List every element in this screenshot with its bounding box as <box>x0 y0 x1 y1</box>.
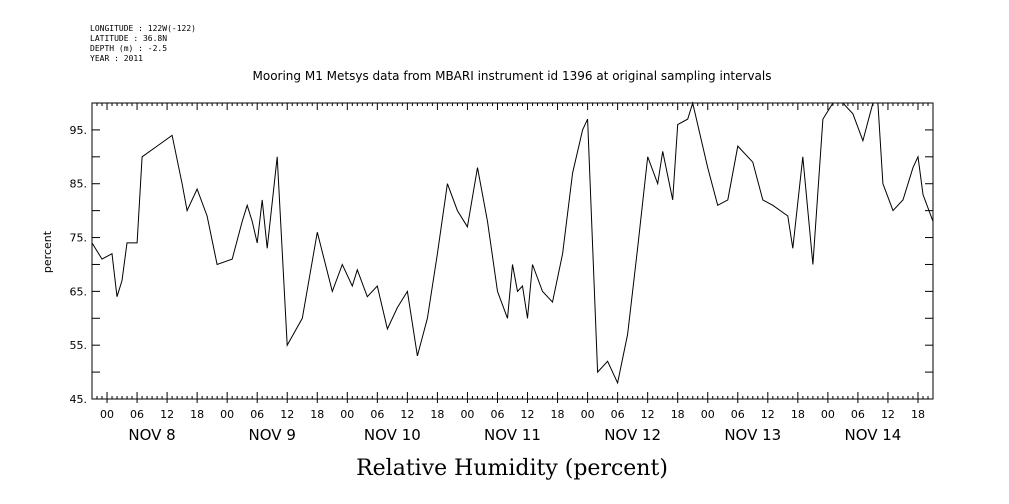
x-day-labels: NOV 8 NOV 9 NOV 10 NOV 11 NOV 12 NOV 13 NOV 14 <box>128 426 901 444</box>
meta-latitude: LATITUDE : 36.8N <box>90 34 167 43</box>
meta-longitude: LONGITUDE : 122W(-122) <box>90 24 196 33</box>
x-tick-label: 06 <box>731 408 745 421</box>
x-day-label: NOV 9 <box>249 426 296 444</box>
axis-ticks <box>91 102 934 403</box>
x-tick-label: 00 <box>581 408 595 421</box>
meta-depth: DEPTH (m) : -2.5 <box>90 44 167 53</box>
series-line <box>91 101 934 385</box>
x-day-label: NOV 13 <box>724 426 781 444</box>
y-tick-label: 75. <box>70 232 88 245</box>
x-tick-label: 12 <box>761 408 775 421</box>
x-tick-label: 00 <box>220 408 234 421</box>
y-axis-label: percent <box>41 230 54 273</box>
y-tick-labels: 45. 55. 65. 75. 85. 95. <box>70 124 88 406</box>
x-tick-label: 06 <box>130 408 144 421</box>
x-tick-label: 00 <box>701 408 715 421</box>
x-tick-label: 06 <box>611 408 625 421</box>
x-hour-labels: 00 06 12 18 00 06 12 18 00 06 12 18 00 06 12 18 00 06 12 18… <box>100 408 925 421</box>
x-tick-label: 12 <box>160 408 174 421</box>
y-tick-label: 55. <box>70 339 88 352</box>
chart-title: Mooring M1 Metsys data from MBARI instru… <box>253 69 772 83</box>
x-tick-label: 06 <box>851 408 865 421</box>
x-tick-label: 12 <box>521 408 535 421</box>
x-tick-label: 00 <box>460 408 474 421</box>
x-tick-label: 18 <box>911 408 925 421</box>
plot-frame <box>91 102 934 400</box>
x-tick-label: 18 <box>791 408 805 421</box>
x-day-label: NOV 8 <box>128 426 175 444</box>
x-tick-label: 18 <box>551 408 565 421</box>
x-tick-label: 06 <box>490 408 504 421</box>
x-day-label: NOV 12 <box>604 426 661 444</box>
y-tick-label: 85. <box>70 178 88 191</box>
x-tick-label: 06 <box>370 408 384 421</box>
x-tick-label: 00 <box>100 408 114 421</box>
y-tick-label: 45. <box>70 393 88 406</box>
x-tick-label: 00 <box>340 408 354 421</box>
x-axis-label: Relative Humidity (percent) <box>356 456 668 481</box>
x-tick-label: 12 <box>400 408 414 421</box>
y-tick-label: 95. <box>70 124 88 137</box>
x-tick-label: 18 <box>430 408 444 421</box>
x-day-label: NOV 14 <box>844 426 901 444</box>
meta-year: YEAR : 2011 <box>90 54 143 63</box>
x-tick-label: 18 <box>190 408 204 421</box>
x-tick-label: 00 <box>821 408 835 421</box>
y-tick-label: 65. <box>70 285 88 298</box>
x-day-label: NOV 11 <box>484 426 541 444</box>
x-tick-label: 18 <box>671 408 685 421</box>
x-day-label: NOV 10 <box>364 426 421 444</box>
x-tick-label: 12 <box>641 408 655 421</box>
x-tick-label: 18 <box>310 408 324 421</box>
x-tick-label: 12 <box>881 408 895 421</box>
x-tick-label: 06 <box>250 408 264 421</box>
x-tick-label: 12 <box>280 408 294 421</box>
